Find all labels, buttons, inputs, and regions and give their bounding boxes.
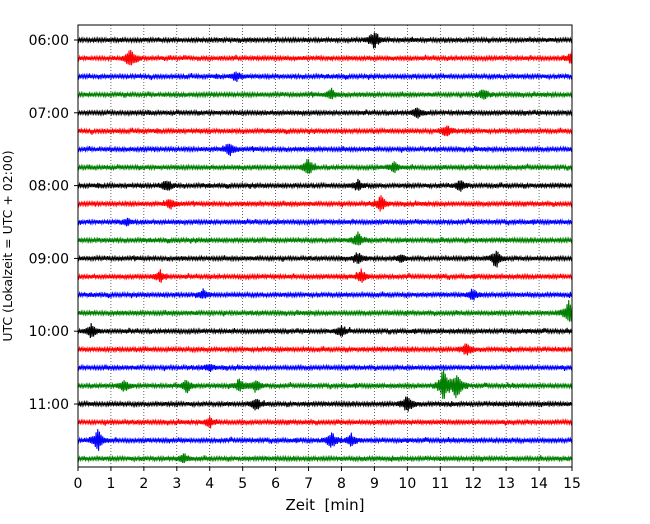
trace-row-0600 bbox=[77, 32, 573, 49]
trace-row-1100 bbox=[77, 396, 573, 412]
trace-row-0645 bbox=[77, 87, 573, 100]
trace-row-0700 bbox=[77, 107, 573, 119]
y-tick-label-0800: 08:00 bbox=[29, 179, 69, 195]
x-tick-label-13: 13 bbox=[497, 476, 515, 492]
trace-row-0715 bbox=[77, 125, 573, 137]
x-tick-label-15: 15 bbox=[563, 476, 581, 492]
y-axis-ticks: 06:00 07:00 08:00 09:00 10:00 11:00 bbox=[29, 33, 78, 413]
y-tick-label-0700: 07:00 bbox=[29, 106, 69, 122]
x-tick-label-12: 12 bbox=[464, 476, 482, 492]
trace-row-0945 bbox=[77, 299, 573, 322]
x-tick-label-10: 10 bbox=[398, 476, 416, 492]
x-axis-ticks: 0 1 2 3 4 5 6 7 8 9 10 11 12 13 14 15 bbox=[74, 467, 581, 492]
trace-row-0900 bbox=[77, 250, 573, 268]
x-tick-label-1: 1 bbox=[106, 476, 115, 492]
y-tick-label-1100: 11:00 bbox=[29, 397, 69, 413]
x-tick-label-2: 2 bbox=[139, 476, 148, 492]
trace-row-1030 bbox=[77, 363, 573, 372]
trace-row-0615 bbox=[77, 49, 573, 66]
x-tick-label-11: 11 bbox=[431, 476, 449, 492]
x-tick-label-9: 9 bbox=[370, 476, 379, 492]
trace-row-0845 bbox=[77, 231, 573, 246]
trace-row-1130 bbox=[77, 429, 573, 451]
trace-row-0830 bbox=[77, 217, 573, 227]
trace-row-1000 bbox=[77, 323, 573, 338]
y-axis-label: UTC (Lokalzeit = UTC + 02:00) bbox=[0, 150, 15, 341]
y-tick-label-1000: 10:00 bbox=[29, 324, 69, 340]
x-tick-label-8: 8 bbox=[337, 476, 346, 492]
trace-row-0745 bbox=[77, 159, 573, 174]
x-tick-label-0: 0 bbox=[74, 476, 83, 492]
trace-row-1045 bbox=[77, 369, 573, 399]
trace-row-0815 bbox=[77, 195, 573, 212]
plot-frame bbox=[77, 24, 573, 468]
trace-row-0800 bbox=[77, 178, 573, 192]
y-tick-label-0600: 06:00 bbox=[29, 33, 69, 49]
y-tick-label-0900: 09:00 bbox=[29, 251, 69, 267]
x-axis-label: Zeit [min] bbox=[285, 496, 364, 514]
trace-row-1015 bbox=[77, 343, 573, 356]
trace-row-1145 bbox=[77, 453, 573, 464]
trace-row-0915 bbox=[77, 268, 573, 283]
x-tick-label-7: 7 bbox=[304, 476, 313, 492]
trace-row-1115 bbox=[77, 416, 573, 429]
trace-row-0630 bbox=[77, 71, 573, 83]
trace-row-0930 bbox=[77, 288, 573, 301]
x-tick-label-14: 14 bbox=[530, 476, 548, 492]
trace-layer bbox=[77, 32, 573, 464]
x-tick-label-3: 3 bbox=[172, 476, 181, 492]
x-tick-label-4: 4 bbox=[205, 476, 214, 492]
trace-row-0730 bbox=[77, 143, 573, 157]
x-tick-label-6: 6 bbox=[271, 476, 280, 492]
x-tick-label-5: 5 bbox=[238, 476, 247, 492]
